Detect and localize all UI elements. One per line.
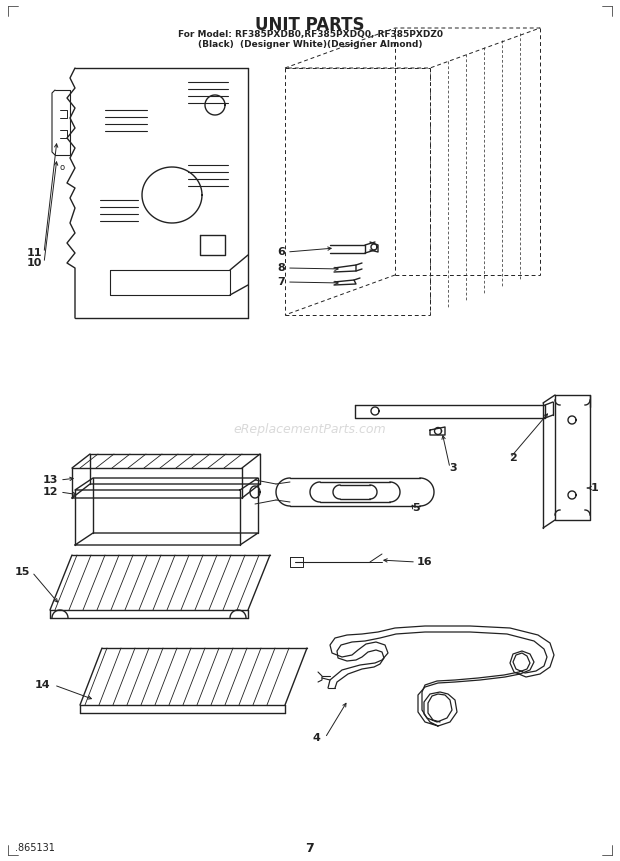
- Text: 4: 4: [312, 733, 320, 743]
- Text: 2: 2: [509, 453, 517, 463]
- Text: 8: 8: [277, 263, 285, 273]
- Text: 15: 15: [15, 567, 30, 577]
- Text: For Model: RF385PXDB0,RF385PXDQ0, RF385PXDZ0: For Model: RF385PXDB0,RF385PXDQ0, RF385P…: [177, 30, 443, 39]
- Text: 7: 7: [277, 277, 285, 287]
- Text: 14: 14: [34, 680, 50, 690]
- Text: 10: 10: [27, 258, 42, 268]
- Text: eReplacementParts.com: eReplacementParts.com: [234, 424, 386, 437]
- Text: 13: 13: [43, 475, 58, 485]
- Text: 1: 1: [590, 483, 598, 493]
- Text: 12: 12: [43, 487, 58, 497]
- Text: .865131: .865131: [15, 843, 55, 853]
- Text: (Black)  (Designer White)(Designer Almond): (Black) (Designer White)(Designer Almond…: [198, 40, 422, 49]
- Text: 3: 3: [450, 463, 457, 473]
- Text: 7: 7: [306, 841, 314, 854]
- Text: UNIT PARTS: UNIT PARTS: [255, 16, 365, 34]
- Text: 6: 6: [277, 247, 285, 257]
- Text: o: o: [60, 164, 65, 172]
- Text: 16: 16: [417, 557, 432, 567]
- Text: 11: 11: [27, 248, 42, 258]
- Text: 5: 5: [412, 503, 420, 513]
